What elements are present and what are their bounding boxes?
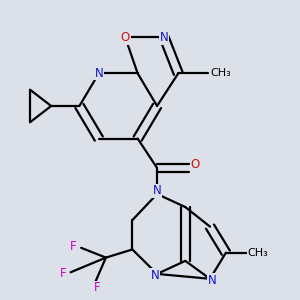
Text: O: O xyxy=(190,158,200,171)
Text: N: N xyxy=(160,31,169,44)
Text: N: N xyxy=(207,274,216,287)
Text: F: F xyxy=(70,240,77,253)
Text: N: N xyxy=(151,269,160,282)
Text: N: N xyxy=(94,67,103,80)
Text: O: O xyxy=(121,31,130,44)
Text: F: F xyxy=(94,281,100,294)
Text: CH₃: CH₃ xyxy=(210,68,231,78)
Text: N: N xyxy=(153,184,161,197)
Text: CH₃: CH₃ xyxy=(247,248,268,258)
Text: F: F xyxy=(59,267,66,280)
